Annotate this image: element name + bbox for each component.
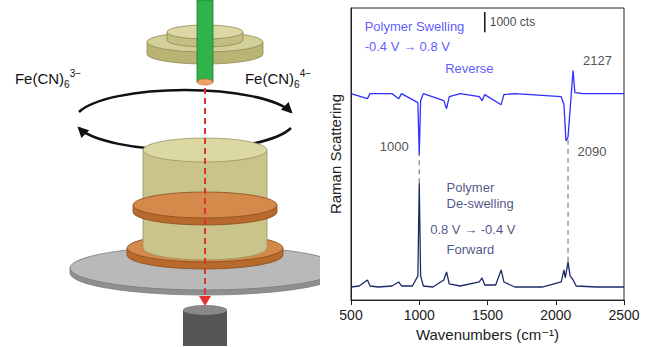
svg-text:1000: 1000: [404, 307, 435, 323]
svg-text:2127: 2127: [583, 53, 612, 68]
svg-text:De-swelling: De-swelling: [447, 196, 514, 211]
svg-text:2500: 2500: [608, 307, 639, 323]
svg-text:2000: 2000: [540, 307, 571, 323]
svg-text:Polymer: Polymer: [447, 180, 495, 195]
svg-text:0.8 V → -0.4 V: 0.8 V → -0.4 V: [430, 222, 516, 237]
svg-text:1500: 1500: [472, 307, 503, 323]
svg-text:1000: 1000: [380, 139, 409, 154]
svg-text:-0.4 V → 0.8 V: -0.4 V → 0.8 V: [365, 39, 451, 54]
svg-text:Polymer Swelling: Polymer Swelling: [365, 19, 465, 34]
svg-text:500: 500: [339, 307, 363, 323]
svg-text:2090: 2090: [578, 144, 607, 159]
svg-text:Wavenumbers (cm⁻¹): Wavenumbers (cm⁻¹): [416, 326, 559, 343]
svg-text:1000 cts: 1000 cts: [490, 15, 535, 29]
svg-text:Raman Scattering: Raman Scattering: [327, 94, 344, 214]
svg-text:Fe(CN)63−: Fe(CN)63−: [15, 68, 81, 90]
svg-text:Reverse: Reverse: [445, 61, 493, 76]
svg-text:Fe(CN)64−: Fe(CN)64−: [245, 68, 311, 90]
svg-text:Forward: Forward: [447, 242, 495, 257]
